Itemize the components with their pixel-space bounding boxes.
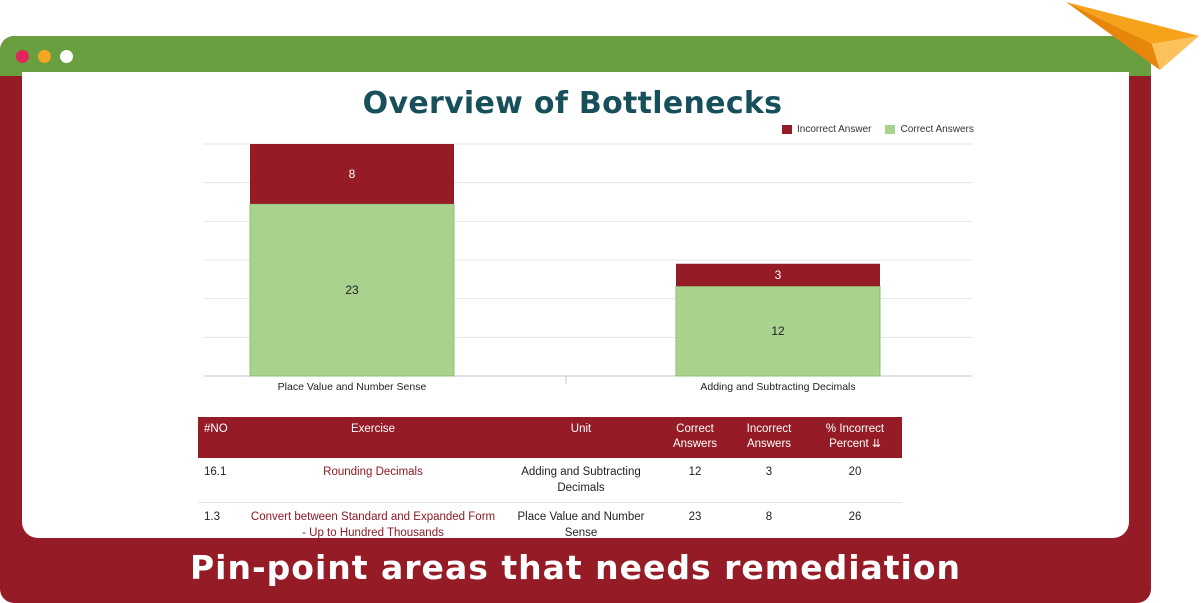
header-incorrect-answers[interactable]: Incorrect Answers	[730, 417, 808, 458]
data-label-correct: 23	[345, 283, 359, 297]
data-label-correct: 12	[771, 324, 785, 338]
cell-incorrect: 8	[730, 502, 808, 538]
bar-incorrect	[676, 263, 880, 287]
maximize-dot[interactable]	[60, 50, 73, 63]
header-unit[interactable]: Unit	[502, 417, 660, 458]
close-dot[interactable]	[16, 50, 29, 63]
bar-correct	[675, 285, 881, 377]
bar-incorrect	[250, 144, 454, 204]
title-bar	[0, 36, 1151, 76]
stacked-bar-chart: 23 8 Place Value and Number Sense 12 3 Adding…	[204, 143, 972, 393]
cell-no: 16.1	[198, 458, 244, 503]
chart-legend: Incorrect Answer Correct Answers	[782, 124, 974, 135]
x-tick-label: Adding and Subtracting Decimals	[700, 381, 855, 393]
cell-correct: 23	[660, 502, 730, 538]
legend-item-correct[interactable]: Correct Answers	[885, 124, 974, 135]
table-row[interactable]: 1.3 Convert between Standard and Expande…	[198, 502, 902, 538]
paper-plane-icon	[1066, 2, 1199, 70]
minimize-dot[interactable]	[38, 50, 51, 63]
cell-no: 1.3	[198, 502, 244, 538]
bar-correct	[249, 203, 455, 377]
dashboard-panel: Overview of Bottlenecks Incorrect Answer…	[22, 72, 1129, 538]
chart-title: Overview of Bottlenecks	[362, 86, 783, 121]
cell-unit: Place Value and Number Sense	[502, 502, 660, 538]
cell-exercise-link[interactable]: Convert between Standard and Expanded Fo…	[244, 502, 502, 538]
header-correct-answers[interactable]: Correct Answers	[660, 417, 730, 458]
data-label-incorrect: 8	[349, 167, 356, 181]
legend-item-incorrect[interactable]: Incorrect Answer	[782, 124, 871, 135]
cell-percent: 20	[808, 458, 902, 503]
cell-correct: 12	[660, 458, 730, 503]
table-header-row: #NO Exercise Unit Correct Answers Incorre…	[198, 417, 902, 458]
legend-label-correct: Correct Answers	[900, 124, 974, 135]
header-incorrect-label: Incorrect Answers	[746, 423, 792, 450]
header-no[interactable]: #NO	[198, 417, 244, 458]
header-correct-label: Correct Answers	[672, 423, 718, 450]
cell-unit: Adding and Subtracting Decimals	[502, 458, 660, 503]
header-exercise[interactable]: Exercise	[244, 417, 502, 458]
bottleneck-table: #NO Exercise Unit Correct Answers Incorre…	[198, 417, 902, 538]
sort-descending-icon[interactable]: ⇊	[871, 438, 881, 450]
header-percent-label: % Incorrect Percent	[825, 423, 885, 450]
cell-exercise-link[interactable]: Rounding Decimals	[244, 458, 502, 503]
cell-percent: 26	[808, 502, 902, 538]
table-row[interactable]: 16.1 Rounding Decimals Adding and Subtra…	[198, 458, 902, 503]
legend-swatch-incorrect	[782, 125, 792, 134]
legend-swatch-correct	[885, 125, 896, 134]
caption-text: Pin-point areas that needs remediation	[189, 548, 962, 587]
data-label-incorrect: 3	[775, 268, 782, 282]
cell-incorrect: 3	[730, 458, 808, 503]
x-tick-label: Place Value and Number Sense	[278, 381, 427, 393]
header-percent-incorrect[interactable]: % Incorrect Percent ⇊	[808, 417, 902, 458]
legend-label-incorrect: Incorrect Answer	[797, 124, 872, 135]
